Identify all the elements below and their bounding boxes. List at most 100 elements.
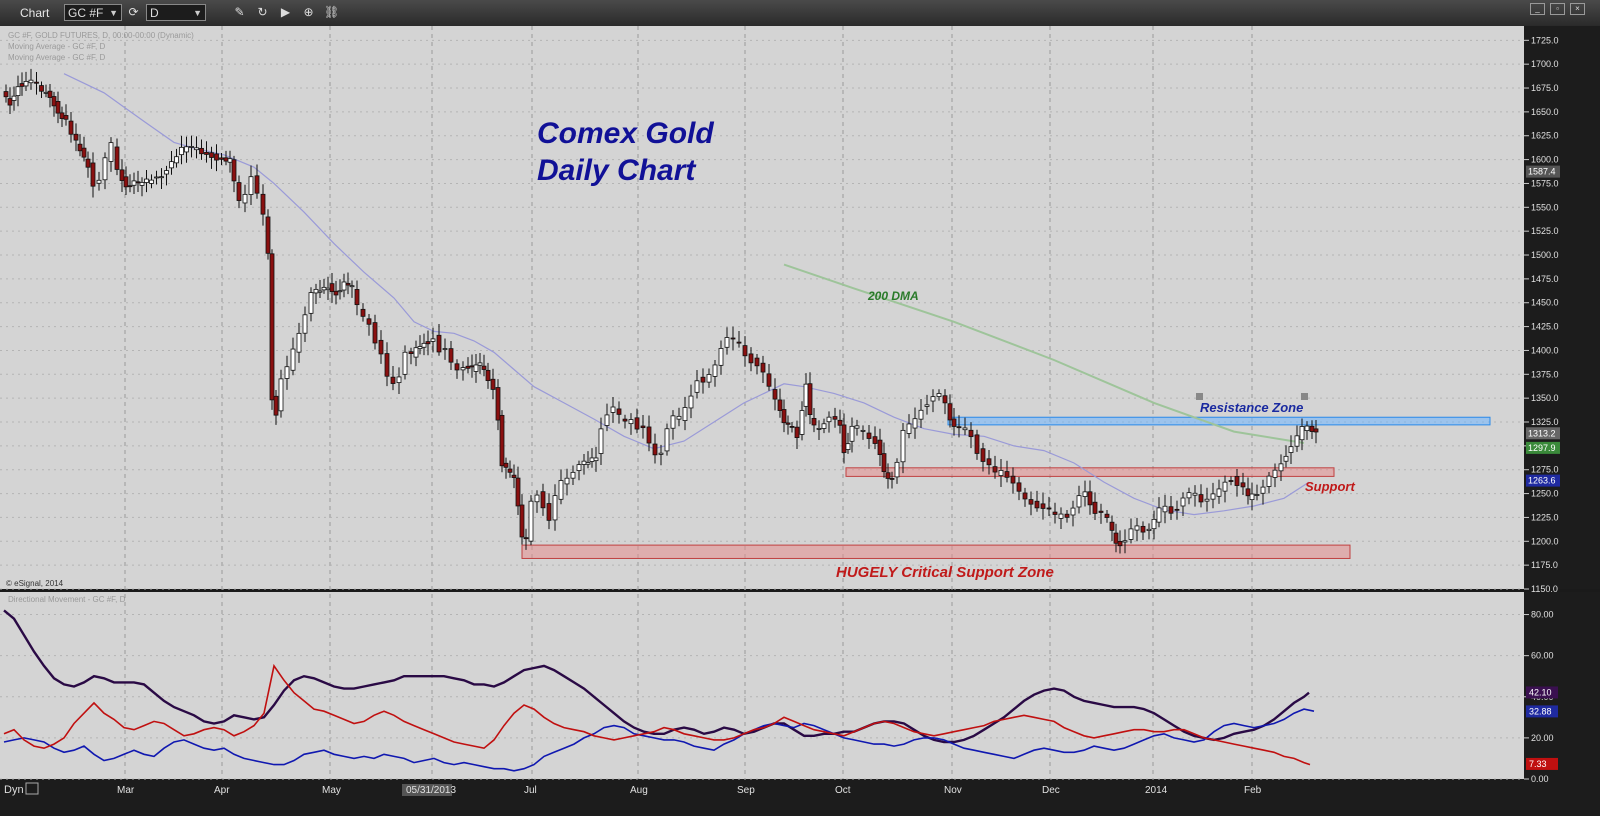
cycle-icon[interactable]: ↻: [257, 5, 268, 19]
candle-body: [63, 115, 69, 120]
candle-body: [622, 418, 628, 422]
chart-title: Comex Gold: [537, 117, 714, 150]
candle-body: [511, 474, 517, 478]
price-panel: [0, 26, 1524, 589]
candle-body: [337, 290, 343, 293]
price-tag-label: 1313.2: [1528, 428, 1556, 438]
candle-body: [1204, 498, 1210, 502]
candle-body: [1122, 540, 1128, 543]
ind-value-tag: [1526, 705, 1558, 718]
minimize-button[interactable]: _: [1530, 3, 1545, 15]
candle-body: [184, 146, 189, 153]
chevron-down-icon: ▼: [109, 8, 118, 18]
x-tick-label: Sep: [737, 785, 755, 796]
candle-body: [321, 286, 327, 291]
candle-body: [290, 348, 296, 371]
resistance-handle-right[interactable]: [1301, 393, 1308, 400]
zoom-icon[interactable]: ⊕: [303, 5, 314, 19]
ind-value-tag: [1526, 757, 1558, 770]
candle-body: [564, 477, 570, 485]
refresh-icon[interactable]: ⟳: [128, 5, 139, 19]
candle-body: [390, 376, 396, 384]
candle-body: [43, 91, 49, 94]
candle-body: [998, 470, 1004, 476]
candle-body: [127, 185, 133, 188]
close-button[interactable]: ×: [1570, 3, 1585, 15]
candle-body: [1098, 510, 1104, 513]
candle-body: [628, 419, 634, 425]
candle-body: [495, 387, 501, 421]
copyright-label: © eSignal, 2014: [6, 579, 64, 588]
candle-body: [421, 342, 427, 348]
price-tag-label: 1587.4: [1528, 167, 1556, 177]
price-tick-label: 1650.0: [1531, 107, 1559, 117]
candle-body: [477, 362, 483, 366]
price-tick-label: 1550.0: [1531, 202, 1559, 212]
candle-body: [1288, 446, 1294, 453]
price-tick-label: 1575.0: [1531, 178, 1559, 188]
scroll-handle[interactable]: [25, 782, 39, 795]
candle-body: [159, 176, 164, 179]
candle-body: [1272, 469, 1278, 478]
price-tick-label: 1175.0: [1531, 560, 1558, 570]
indicator-axis: [1524, 592, 1600, 779]
candle-body: [1087, 491, 1093, 506]
interval-selector[interactable]: D ▼: [146, 4, 206, 21]
candle-body: [781, 409, 787, 424]
pencil-icon[interactable]: ✎: [234, 5, 245, 19]
link-icon[interactable]: ⛓: [324, 5, 340, 19]
price-tick-label: 1350.0: [1531, 393, 1559, 403]
candle-body: [199, 147, 204, 155]
candle-body: [139, 182, 145, 186]
candle-body: [742, 345, 748, 357]
candle-body: [59, 112, 65, 119]
candle-body: [507, 468, 513, 473]
interval-value: D: [150, 6, 159, 20]
chart-area[interactable]: GC #F, GOLD FUTURES, D, 00:00-00:00 (Dyn…: [0, 26, 1600, 816]
candle-body: [534, 494, 540, 503]
candle-body: [700, 376, 706, 383]
price-tick-label: 1525.0: [1531, 226, 1559, 236]
candle-body: [469, 365, 475, 368]
series-label-price: GC #F, GOLD FUTURES, D, 00:00-00:00 (Dyn…: [8, 31, 194, 40]
candle-body: [7, 98, 13, 106]
resistance-handle-left[interactable]: [1196, 393, 1203, 400]
candle-body: [223, 157, 229, 162]
candle-body: [616, 408, 622, 415]
candle-body: [924, 404, 930, 407]
x-tick-label: May: [322, 785, 341, 796]
candle-body: [19, 83, 25, 87]
candle-body: [730, 337, 736, 340]
ind-value-tag: [1526, 686, 1558, 699]
candle-body: [231, 159, 237, 182]
candle-body: [918, 409, 924, 420]
candle-body: [73, 133, 79, 141]
candle-body: [1266, 475, 1272, 487]
play-icon[interactable]: ▶: [280, 5, 291, 19]
x-tick-label: Aug: [630, 785, 648, 796]
x-tick-label: Nov: [944, 785, 962, 796]
symbol-selector[interactable]: GC #F ▼: [64, 4, 122, 21]
candle-body: [360, 308, 366, 317]
candle-body: [149, 179, 154, 184]
candle-body: [473, 364, 479, 372]
candle-body: [1249, 493, 1255, 501]
candle-body: [204, 151, 209, 155]
candle-body: [341, 281, 347, 291]
maximize-button[interactable]: ▫: [1550, 3, 1565, 15]
candle-body: [849, 425, 855, 442]
candle-body: [1210, 493, 1216, 500]
candle-body: [465, 365, 471, 369]
candle-body: [278, 378, 284, 412]
support-band: [845, 467, 1335, 477]
candle-body: [748, 353, 754, 364]
candle-body: [144, 178, 149, 183]
ind-value-tag-label: 42.10: [1529, 687, 1552, 697]
candle-body: [604, 414, 610, 426]
candle-body: [123, 176, 129, 188]
candle-body: [962, 427, 968, 431]
candle-body: [284, 366, 290, 379]
candle-body: [460, 367, 466, 371]
candle-body: [189, 146, 194, 148]
candle-body: [523, 537, 529, 540]
